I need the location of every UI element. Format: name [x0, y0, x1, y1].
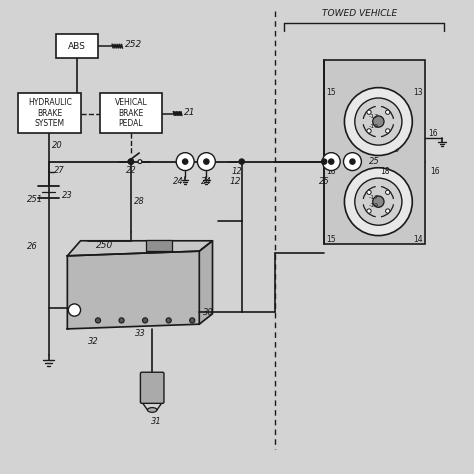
Polygon shape: [67, 251, 199, 329]
Circle shape: [119, 318, 124, 323]
Text: -19: -19: [369, 124, 379, 129]
Circle shape: [204, 159, 209, 164]
Text: 30: 30: [203, 308, 214, 317]
Text: 16: 16: [430, 166, 440, 175]
Circle shape: [355, 98, 402, 145]
Text: ABS: ABS: [68, 42, 86, 51]
Text: 22: 22: [126, 165, 137, 174]
Text: -17: -17: [369, 114, 379, 119]
Circle shape: [367, 209, 371, 213]
Circle shape: [143, 318, 148, 323]
Text: TOWED VEHICLE: TOWED VEHICLE: [322, 9, 397, 18]
Text: 15: 15: [327, 88, 336, 97]
Text: 24: 24: [201, 177, 212, 186]
Text: 21: 21: [184, 108, 195, 117]
Circle shape: [138, 160, 142, 164]
Circle shape: [321, 159, 327, 164]
Text: -19: -19: [369, 203, 379, 208]
Circle shape: [373, 196, 384, 207]
Text: 13: 13: [413, 88, 423, 97]
Circle shape: [95, 318, 100, 323]
Circle shape: [367, 190, 371, 194]
Circle shape: [322, 153, 340, 171]
Circle shape: [373, 116, 384, 127]
Text: 26: 26: [27, 242, 38, 251]
FancyBboxPatch shape: [140, 372, 164, 403]
Circle shape: [367, 110, 371, 114]
Circle shape: [68, 304, 81, 316]
Circle shape: [385, 209, 390, 213]
Text: 14: 14: [413, 235, 423, 244]
Circle shape: [344, 153, 361, 171]
Bar: [55, 35, 98, 58]
Text: 18: 18: [380, 166, 390, 175]
Circle shape: [355, 178, 402, 225]
Text: 25: 25: [319, 177, 329, 186]
Circle shape: [345, 88, 412, 155]
Circle shape: [367, 129, 371, 133]
Bar: [18, 93, 82, 133]
Bar: [146, 240, 172, 251]
Polygon shape: [67, 241, 212, 256]
Circle shape: [190, 318, 195, 323]
Circle shape: [128, 159, 134, 164]
Text: 31: 31: [151, 418, 161, 427]
Text: 12: 12: [230, 177, 241, 186]
Circle shape: [197, 153, 215, 171]
Circle shape: [345, 168, 412, 236]
Circle shape: [166, 318, 171, 323]
Text: 20: 20: [52, 141, 63, 150]
Circle shape: [385, 110, 390, 114]
Circle shape: [182, 159, 188, 164]
Text: 252: 252: [125, 40, 142, 49]
Circle shape: [385, 129, 390, 133]
Text: 32: 32: [88, 337, 99, 346]
Text: 250: 250: [96, 241, 113, 250]
Bar: [100, 93, 162, 133]
Circle shape: [350, 159, 355, 164]
Text: 23: 23: [62, 191, 73, 200]
Circle shape: [328, 159, 334, 164]
Text: 18: 18: [327, 166, 336, 175]
Polygon shape: [199, 241, 212, 324]
Text: 24: 24: [173, 177, 183, 186]
Text: 25: 25: [390, 146, 401, 155]
Circle shape: [128, 159, 134, 164]
Text: 12: 12: [232, 167, 242, 176]
Text: VEHICAL
BRAKE
PEDAL: VEHICAL BRAKE PEDAL: [115, 99, 147, 128]
Text: 251: 251: [27, 195, 44, 204]
Text: 33: 33: [135, 329, 146, 338]
Text: 25: 25: [369, 157, 380, 166]
Text: 15: 15: [327, 235, 336, 244]
Text: 27: 27: [54, 165, 65, 174]
Bar: [324, 60, 426, 244]
Ellipse shape: [147, 408, 157, 412]
Circle shape: [385, 190, 390, 194]
Circle shape: [239, 159, 244, 164]
Text: -17: -17: [369, 195, 379, 201]
Text: HYDRAULIC
BRAKE
SYSTEM: HYDRAULIC BRAKE SYSTEM: [28, 99, 72, 128]
Text: 16: 16: [428, 129, 438, 138]
Text: 28: 28: [134, 197, 145, 206]
Circle shape: [176, 153, 194, 171]
